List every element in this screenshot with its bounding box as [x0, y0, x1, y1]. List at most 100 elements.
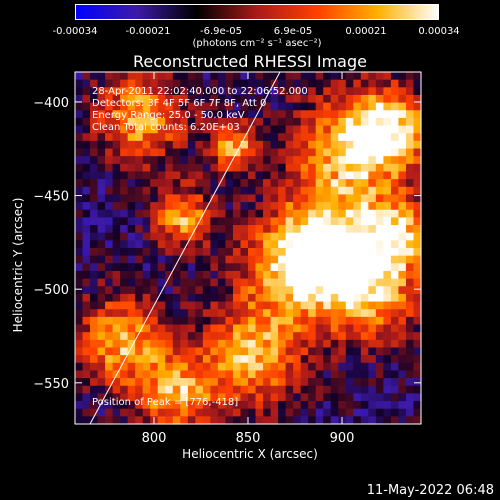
heatmap-cell — [285, 355, 294, 364]
heatmap-cell — [135, 140, 144, 150]
heatmap-cell — [345, 72, 354, 81]
heatmap-cell — [255, 378, 264, 387]
heatmap-cell — [105, 225, 114, 234]
heatmap-cell — [308, 255, 317, 264]
heatmap-cell — [353, 347, 362, 356]
heatmap-cell — [375, 416, 384, 425]
heatmap-cell — [315, 416, 324, 425]
heatmap-cell — [217, 378, 227, 387]
heatmap-cell — [120, 270, 129, 280]
heatmap-cell — [232, 102, 242, 111]
heatmap-cell — [278, 117, 287, 127]
heatmap-cell — [82, 232, 91, 241]
heatmap-cell — [135, 209, 144, 218]
heatmap-cell — [413, 79, 422, 88]
heatmap-cell — [368, 217, 377, 226]
heatmap-cell — [120, 339, 129, 349]
heatmap-cell — [413, 240, 422, 249]
heatmap-cell — [323, 225, 332, 234]
heatmap-cell — [120, 378, 129, 387]
heatmap-cell — [338, 408, 347, 417]
heatmap-cell — [330, 278, 339, 287]
heatmap-cell — [180, 270, 189, 280]
heatmap-cell — [225, 217, 234, 226]
heatmap-cell — [90, 117, 99, 127]
heatmap-cell — [398, 140, 407, 150]
heatmap-cell — [390, 324, 400, 333]
heatmap-cell — [97, 240, 106, 249]
heatmap-cell — [172, 156, 181, 165]
heatmap-cell — [75, 408, 84, 417]
heatmap-cell — [225, 393, 234, 402]
heatmap-cell — [172, 102, 181, 111]
heatmap-cell — [225, 316, 234, 326]
heatmap-cell — [75, 125, 84, 134]
heatmap-cell — [120, 194, 129, 203]
heatmap-cell — [202, 332, 211, 341]
heatmap-cell — [390, 140, 400, 150]
heatmap-cell — [390, 332, 400, 341]
heatmap-cell — [195, 378, 204, 387]
heatmap-cell — [75, 393, 84, 402]
heatmap-cell — [142, 385, 151, 394]
heatmap-cell — [263, 194, 272, 203]
heatmap-cell — [217, 117, 227, 127]
heatmap-cell — [330, 209, 339, 218]
heatmap-cell — [248, 232, 257, 241]
heatmap-cell — [97, 79, 106, 88]
heatmap-cell — [270, 385, 279, 394]
heatmap-cell — [127, 370, 136, 379]
heatmap-cell — [180, 416, 189, 425]
heatmap-cell — [263, 72, 272, 81]
heatmap-cell — [97, 171, 106, 180]
heatmap-cell — [195, 72, 204, 81]
heatmap-cell — [97, 301, 106, 310]
heatmap-cell — [360, 202, 369, 211]
heatmap-cell — [157, 332, 166, 341]
heatmap-cell — [368, 263, 377, 272]
heatmap-cell — [293, 102, 302, 111]
heatmap-cell — [360, 339, 369, 349]
heatmap-cell — [157, 401, 166, 410]
heatmap-cell — [398, 339, 407, 349]
heatmap-cell — [240, 332, 249, 341]
footer-timestamp: 11-May-2022 06:48 — [366, 483, 494, 498]
heatmap-cell — [390, 370, 400, 379]
heatmap-cell — [360, 140, 369, 150]
heatmap-cell — [180, 240, 189, 249]
heatmap-cell — [180, 263, 189, 272]
heatmap-cell — [75, 309, 84, 318]
heatmap-cell — [323, 316, 332, 326]
heatmap-cell — [225, 255, 234, 264]
heatmap-cell — [338, 401, 347, 410]
heatmap-cell — [315, 286, 324, 295]
heatmap-cell — [240, 209, 249, 218]
heatmap-cell — [413, 278, 422, 287]
heatmap-cell — [263, 133, 272, 142]
heatmap-cell — [390, 393, 400, 402]
heatmap-cell — [180, 355, 189, 364]
y-axis-label: Heliocentric Y (arcsec) — [11, 197, 25, 333]
heatmap-cell — [390, 102, 400, 111]
heatmap-cell — [225, 401, 234, 410]
heatmap-cell — [150, 355, 159, 364]
heatmap-cell — [165, 209, 174, 218]
heatmap-cell — [248, 355, 257, 364]
heatmap-cell — [413, 209, 422, 218]
heatmap-cell — [157, 378, 166, 387]
heatmap-cell — [390, 301, 400, 310]
heatmap-cell — [180, 133, 189, 142]
heatmap-cell — [142, 270, 151, 280]
heatmap-cell — [232, 194, 242, 203]
heatmap-cell — [300, 156, 309, 165]
heatmap-cell — [285, 171, 294, 180]
heatmap-cell — [240, 232, 249, 241]
heatmap-cell — [165, 408, 174, 417]
heatmap-cell — [105, 408, 114, 417]
heatmap-cell — [323, 217, 332, 226]
heatmap-cell — [232, 378, 242, 387]
heatmap-cell — [210, 171, 219, 180]
heatmap-cell — [390, 194, 400, 203]
heatmap-cell — [315, 87, 324, 96]
heatmap-cell — [278, 293, 287, 303]
